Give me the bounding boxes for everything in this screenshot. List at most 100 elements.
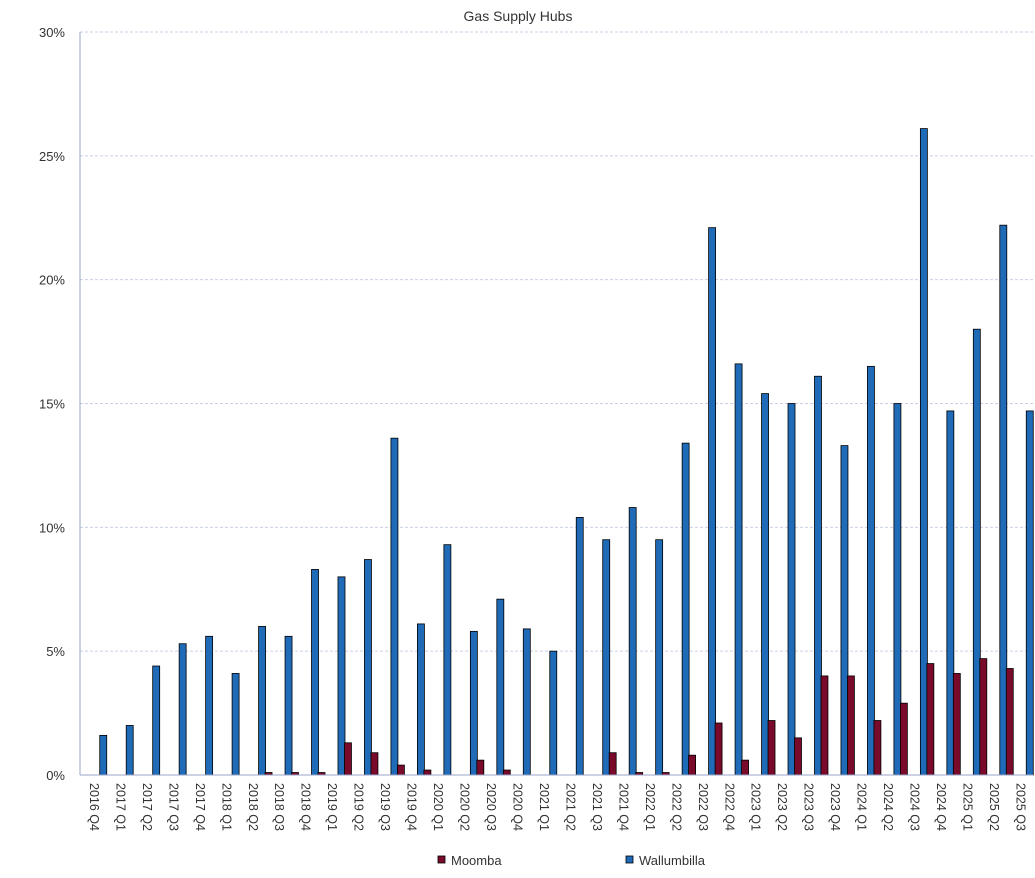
y-tick-label: 30% <box>39 25 65 40</box>
x-tick-label: 2021 Q3 <box>590 783 604 831</box>
bar-moomba-2024-q4 <box>926 663 935 776</box>
bar-moomba-2023-q2 <box>767 720 776 776</box>
x-tick-label: 2022 Q1 <box>643 783 657 831</box>
x-tick-label: 2018 Q1 <box>219 783 233 831</box>
x-tick-label: 2019 Q3 <box>378 783 392 831</box>
bar-moomba-2019-q3 <box>370 752 379 776</box>
bar-moomba-2024-q3 <box>899 702 908 776</box>
legend-swatch-wallumbilla <box>625 855 634 864</box>
y-tick-label: 5% <box>46 644 65 659</box>
x-tick-label: 2024 Q4 <box>934 783 948 831</box>
x-tick-label: 2024 Q1 <box>855 783 869 831</box>
bar-moomba-2019-q4 <box>397 764 405 776</box>
bar-moomba-2025-q1 <box>952 673 961 776</box>
y-axis-ticks: 0% 5% 10% 15% 20% 25% 30% <box>39 25 65 783</box>
x-tick-label: 2020 Q2 <box>458 783 472 831</box>
bar-wallumbilla-2018-q3 <box>284 635 293 776</box>
legend-swatch-moomba <box>437 855 446 864</box>
y-tick-label: 0% <box>46 768 65 783</box>
bar-wallumbilla-2021-q4 <box>628 507 637 776</box>
x-tick-label: 2017 Q1 <box>113 783 127 831</box>
axes <box>79 32 1033 776</box>
x-tick-label: 2020 Q4 <box>510 783 524 831</box>
y-tick-label: 10% <box>39 520 65 535</box>
bar-moomba-2025-q2 <box>979 658 988 776</box>
x-tick-label: 2018 Q3 <box>272 783 286 831</box>
x-tick-label: 2020 Q3 <box>484 783 498 831</box>
bar-wallumbilla-2019-q2 <box>364 559 372 776</box>
bar-wallumbilla-2020-q4 <box>522 628 531 776</box>
bar-wallumbilla-2016-q4 <box>99 734 108 776</box>
bar-moomba-2025-q3 <box>1005 668 1014 776</box>
bar-wallumbilla-2023-q2 <box>787 403 796 776</box>
bar-wallumbilla-2024-q2 <box>893 403 902 776</box>
x-tick-label: 2020 Q1 <box>431 783 445 831</box>
bar-wallumbilla-2018-q4 <box>311 569 319 776</box>
bar-wallumbilla-2019-q4 <box>417 623 425 776</box>
x-tick-label: 2019 Q1 <box>325 783 339 831</box>
x-tick-label: 2022 Q2 <box>669 783 683 831</box>
bar-wallumbilla-2025-q3 <box>1025 410 1034 776</box>
bar-moomba-2023-q3 <box>794 737 802 776</box>
bar-moomba-2024-q2 <box>873 720 882 776</box>
legend-label-wallumbilla: Wallumbilla <box>639 853 706 868</box>
bar-moomba-2023-q4 <box>820 675 829 776</box>
bar-wallumbilla-2020-q3 <box>496 598 505 776</box>
bar-moomba-2020-q4 <box>502 769 511 776</box>
x-tick-label: 2019 Q2 <box>352 783 366 831</box>
bar-moomba-2020-q3 <box>476 759 485 776</box>
x-tick-label: 2023 Q1 <box>749 783 763 831</box>
bar-wallumbilla-2021-q1 <box>549 650 558 776</box>
bar-wallumbilla-2022-q1 <box>655 539 664 776</box>
bar-wallumbilla-2022-q4 <box>734 363 743 776</box>
bar-moomba-2022-q4 <box>714 722 723 776</box>
bar-moomba-2020-q1 <box>423 769 432 776</box>
bar-wallumbilla-2023-q3 <box>814 375 822 776</box>
bar-wallumbilla-2024-q1 <box>867 365 875 776</box>
x-tick-label: 2024 Q2 <box>881 783 895 831</box>
y-tick-label: 25% <box>39 149 65 164</box>
x-tick-label: 2025 Q3 <box>1013 783 1027 831</box>
bar-wallumbilla-2024-q3 <box>919 128 928 776</box>
bar-wallumbilla-2018-q2 <box>258 626 266 776</box>
bar-wallumbilla-2019-q3 <box>390 437 399 776</box>
x-tick-label: 2024 Q3 <box>908 783 922 831</box>
x-tick-label: 2023 Q2 <box>775 783 789 831</box>
bar-moomba-2024-q1 <box>847 675 855 776</box>
gridlines <box>80 31 1033 652</box>
x-tick-label: 2025 Q1 <box>961 783 975 831</box>
bar-wallumbilla-2017-q2 <box>152 665 161 776</box>
bar-wallumbilla-2025-q1 <box>972 328 981 776</box>
bar-wallumbilla-2017-q4 <box>205 635 214 776</box>
x-tick-label: 2022 Q4 <box>722 783 736 831</box>
bar-wallumbilla-2017-q3 <box>178 643 187 776</box>
bar-wallumbilla-2017-q1 <box>125 725 134 776</box>
bar-moomba-2019-q2 <box>344 742 352 776</box>
bar-wallumbilla-2023-q1 <box>761 393 769 776</box>
legend-label-moomba: Moomba <box>451 853 502 868</box>
bar-wallumbilla-2020-q1 <box>443 544 452 776</box>
x-tick-label: 2017 Q4 <box>193 783 207 831</box>
chart-title: Gas Supply Hubs <box>464 8 573 24</box>
x-tick-label: 2022 Q3 <box>696 783 710 831</box>
x-tick-label: 2018 Q2 <box>246 783 260 831</box>
bar-wallumbilla-2023-q4 <box>840 445 849 776</box>
bar-wallumbilla-2024-q4 <box>946 410 955 776</box>
bar-wallumbilla-2018-q1 <box>231 673 240 776</box>
x-tick-label: 2025 Q2 <box>987 783 1001 831</box>
bar-moomba-2022-q3 <box>688 754 696 776</box>
bar-wallumbilla-2022-q2 <box>681 442 690 776</box>
x-tick-label: 2021 Q4 <box>616 783 630 831</box>
y-tick-label: 20% <box>39 273 65 288</box>
x-tick-label: 2017 Q2 <box>140 783 154 831</box>
x-tick-label: 2019 Q4 <box>405 783 419 831</box>
bar-wallumbilla-2025-q2 <box>999 224 1008 776</box>
bar-wallumbilla-2021-q3 <box>602 539 611 776</box>
x-tick-label: 2021 Q2 <box>563 783 577 831</box>
x-axis-ticks: 2016 Q4 2017 Q1 2017 Q2 2017 Q3 2017 Q4 2018 … <box>87 783 1028 831</box>
bar-wallumbilla-2021-q2 <box>575 517 584 776</box>
bar-moomba-2023-q1 <box>741 759 749 776</box>
x-tick-label: 2016 Q4 <box>87 783 101 831</box>
bar-wallumbilla-2020-q2 <box>469 630 478 776</box>
